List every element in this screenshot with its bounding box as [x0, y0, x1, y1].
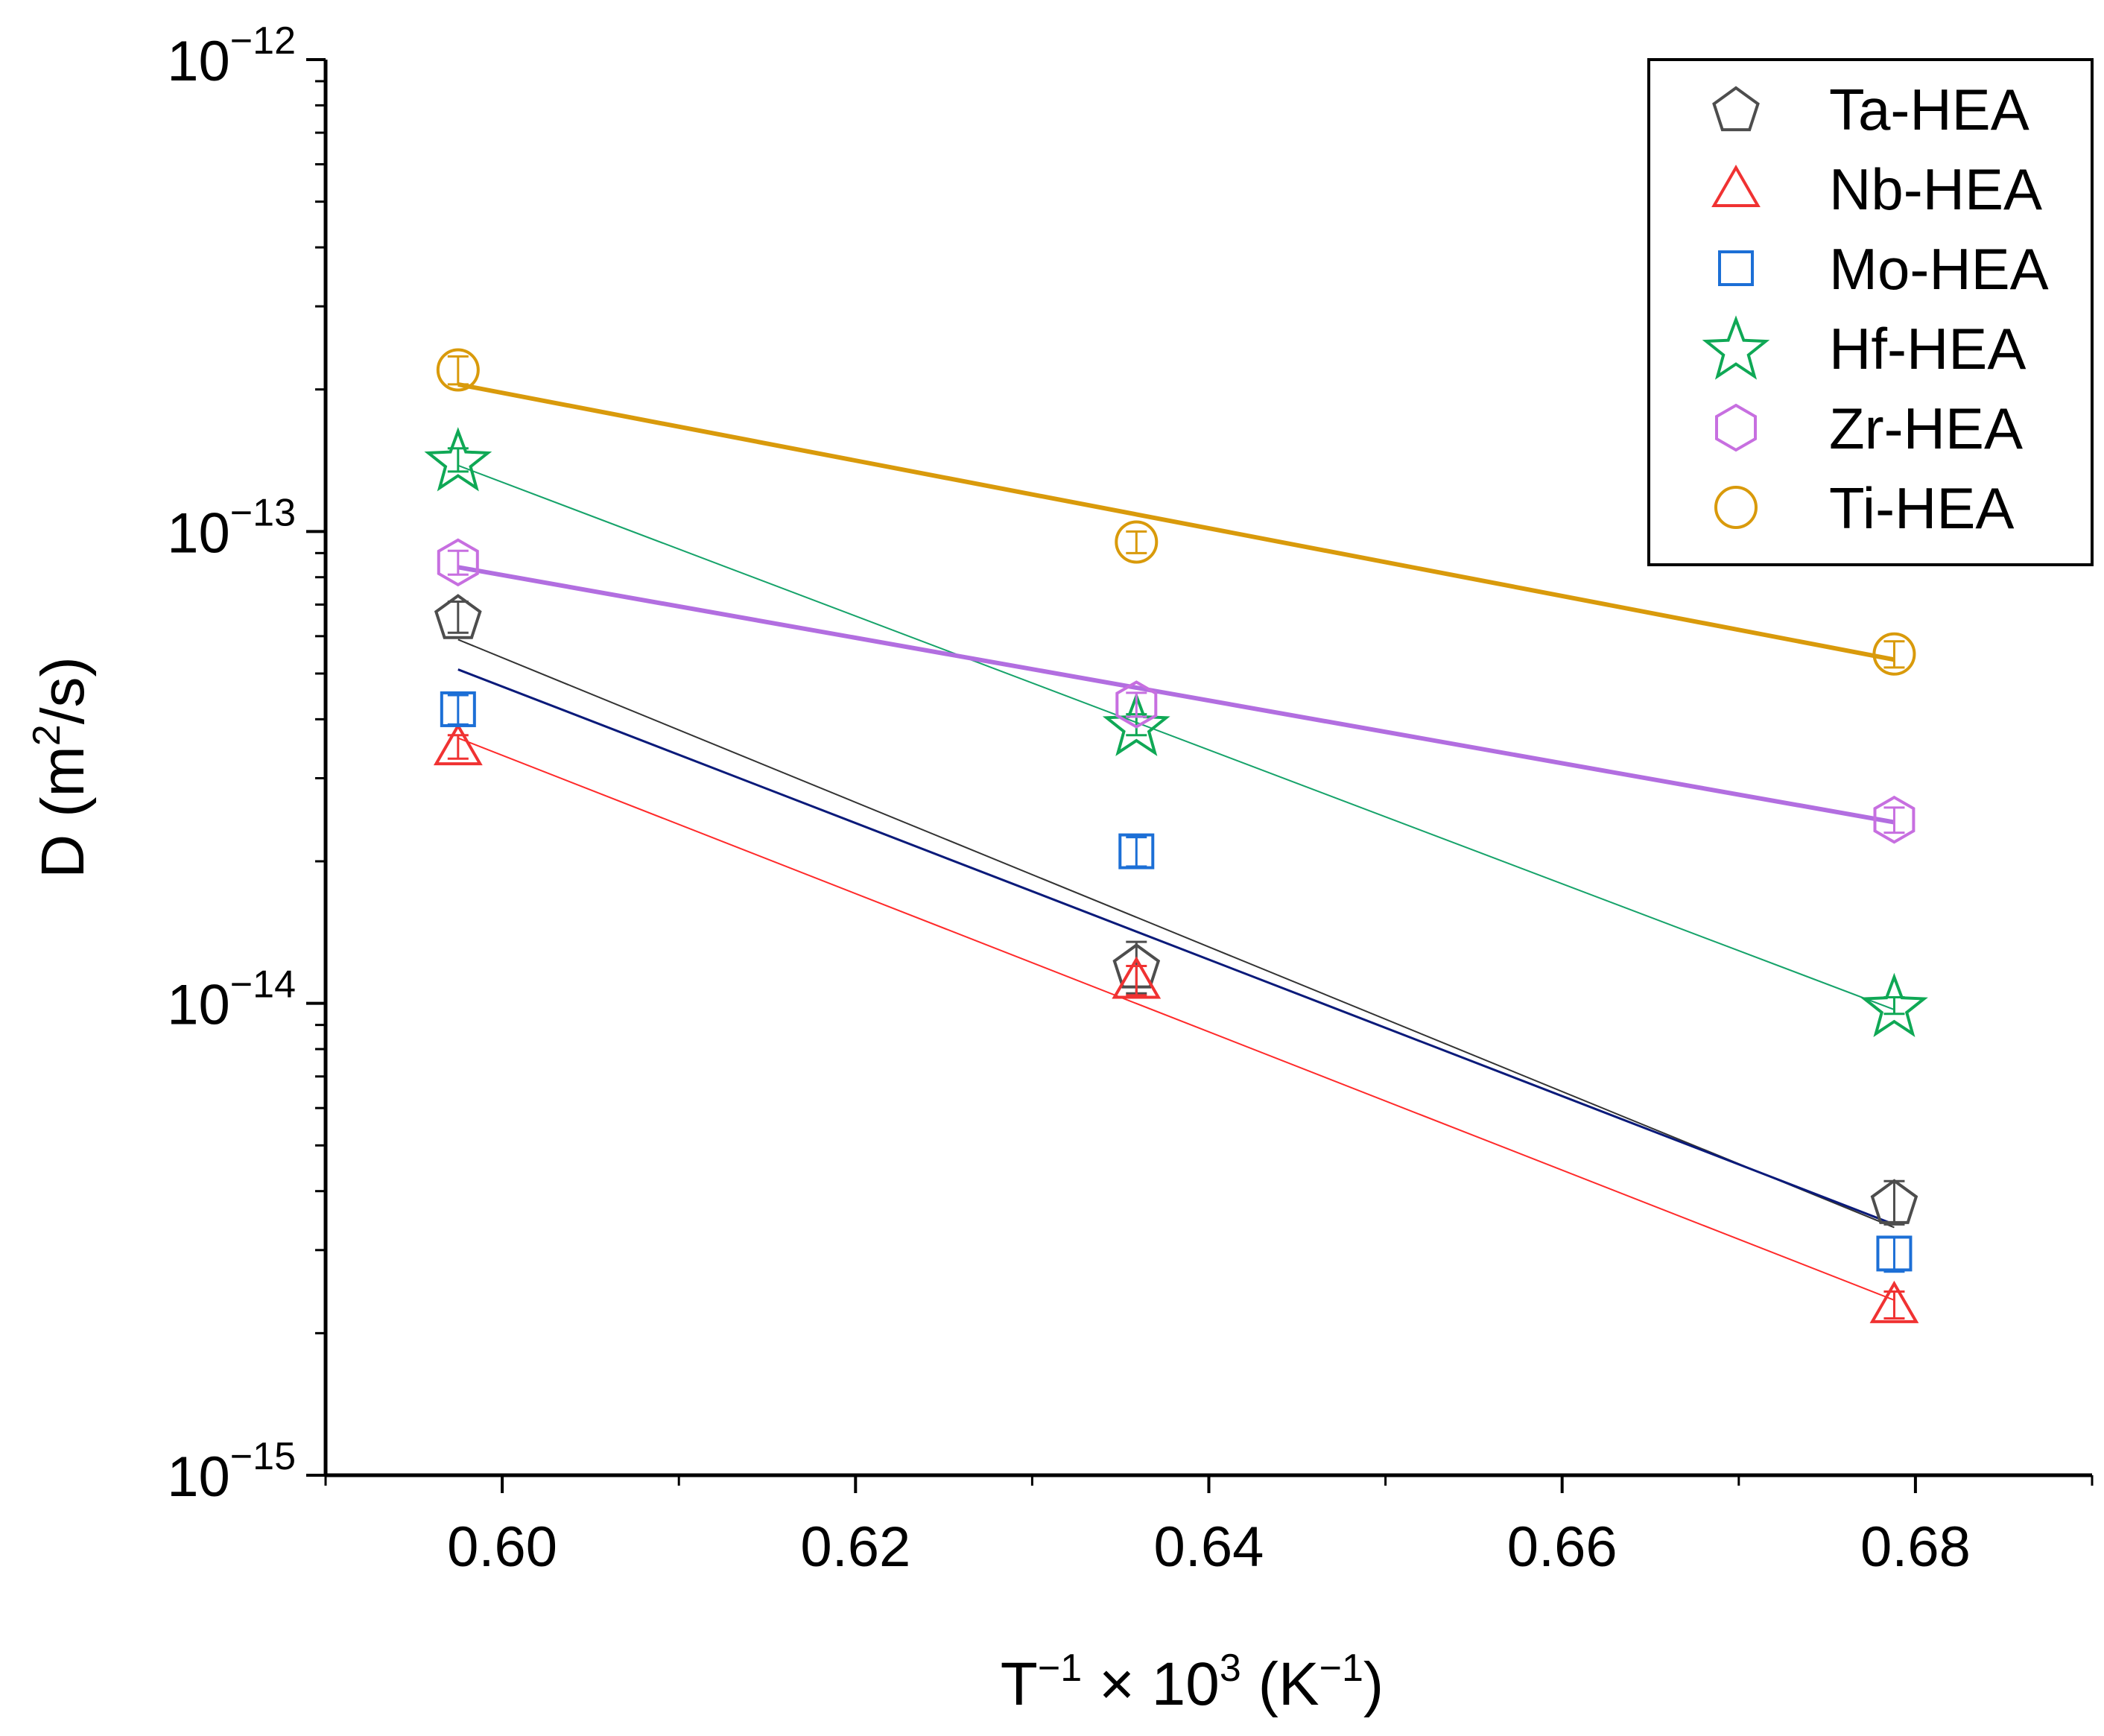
- legend-label: Ta-HEA: [1829, 77, 2029, 142]
- hf-hea-fit-line: [457, 464, 1895, 1010]
- nb-hea-point: [1869, 1280, 1919, 1323]
- zr-hea-fit-line: [457, 565, 1895, 825]
- legend-label: Zr-HEA: [1829, 396, 2023, 461]
- legend-label: Hf-HEA: [1829, 316, 2026, 381]
- nb-hea-legend-marker: [1711, 164, 1761, 207]
- x-tick-label: 0.66: [1507, 1515, 1617, 1579]
- hf-hea-point: [1860, 972, 1928, 1038]
- zr-hea-point: [1873, 795, 1916, 844]
- mo-hea-point: [1118, 833, 1155, 869]
- ti-hea-fit-line: [457, 381, 1895, 662]
- mo-hea-point: [1876, 1235, 1913, 1272]
- y-tick-label: 10−14: [167, 963, 296, 1037]
- y-tick-label: 10−15: [167, 1435, 296, 1509]
- x-axis-title: T−1 × 103 (K−1): [1001, 1647, 1384, 1718]
- legend-box: [1647, 58, 2094, 566]
- ti-hea-point: [1872, 632, 1916, 676]
- legend-label: Ti-HEA: [1829, 475, 2014, 541]
- y-tick-label: 10−13: [167, 491, 296, 565]
- ta-hea-point: [1870, 1179, 1918, 1224]
- ti-hea-point: [436, 348, 480, 392]
- hf-hea-legend-marker: [1702, 315, 1770, 380]
- zr-hea-point: [437, 538, 479, 587]
- x-tick-label: 0.62: [800, 1515, 910, 1579]
- ta-hea-legend-marker: [1712, 86, 1760, 132]
- mo-hea-point: [440, 691, 476, 727]
- y-tick-label: 10−12: [167, 19, 296, 93]
- x-tick-label: 0.64: [1154, 1515, 1264, 1579]
- mo-hea-legend-marker: [1718, 250, 1754, 286]
- ti-hea-point: [1115, 520, 1159, 564]
- hf-hea-point: [424, 427, 492, 492]
- zr-hea-legend-marker: [1715, 403, 1757, 452]
- legend: Ta-HEA Nb-HEA Mo-HEA Hf-HEA Zr-HEA Ti-HEA: [1647, 58, 2094, 566]
- ta-hea-point: [434, 594, 482, 639]
- mo-hea-fit-line: [457, 668, 1895, 1226]
- x-tick-label: 0.60: [447, 1515, 557, 1579]
- ticks: 0.60 0.62 0.64 0.66 0.68 10−12 10−13 10−14 10−15: [167, 19, 2094, 1579]
- x-tick-label: 0.68: [1860, 1515, 1971, 1579]
- hf-hea-point: [1102, 691, 1170, 756]
- nb-hea-point: [433, 723, 483, 766]
- nb-hea-point: [1112, 956, 1162, 999]
- zr-hea-point: [1115, 680, 1158, 729]
- legend-label: Nb-HEA: [1829, 156, 2042, 222]
- nb-hea-fit-line: [457, 737, 1895, 1301]
- y-axis-title: D (m2/s): [25, 656, 97, 878]
- ti-hea-legend-marker: [1714, 486, 1758, 529]
- data-markers: [424, 348, 1928, 1323]
- ta-hea-fit-line: [457, 639, 1895, 1229]
- legend-label: Mo-HEA: [1829, 236, 2049, 302]
- fit-lines: [457, 381, 1895, 1301]
